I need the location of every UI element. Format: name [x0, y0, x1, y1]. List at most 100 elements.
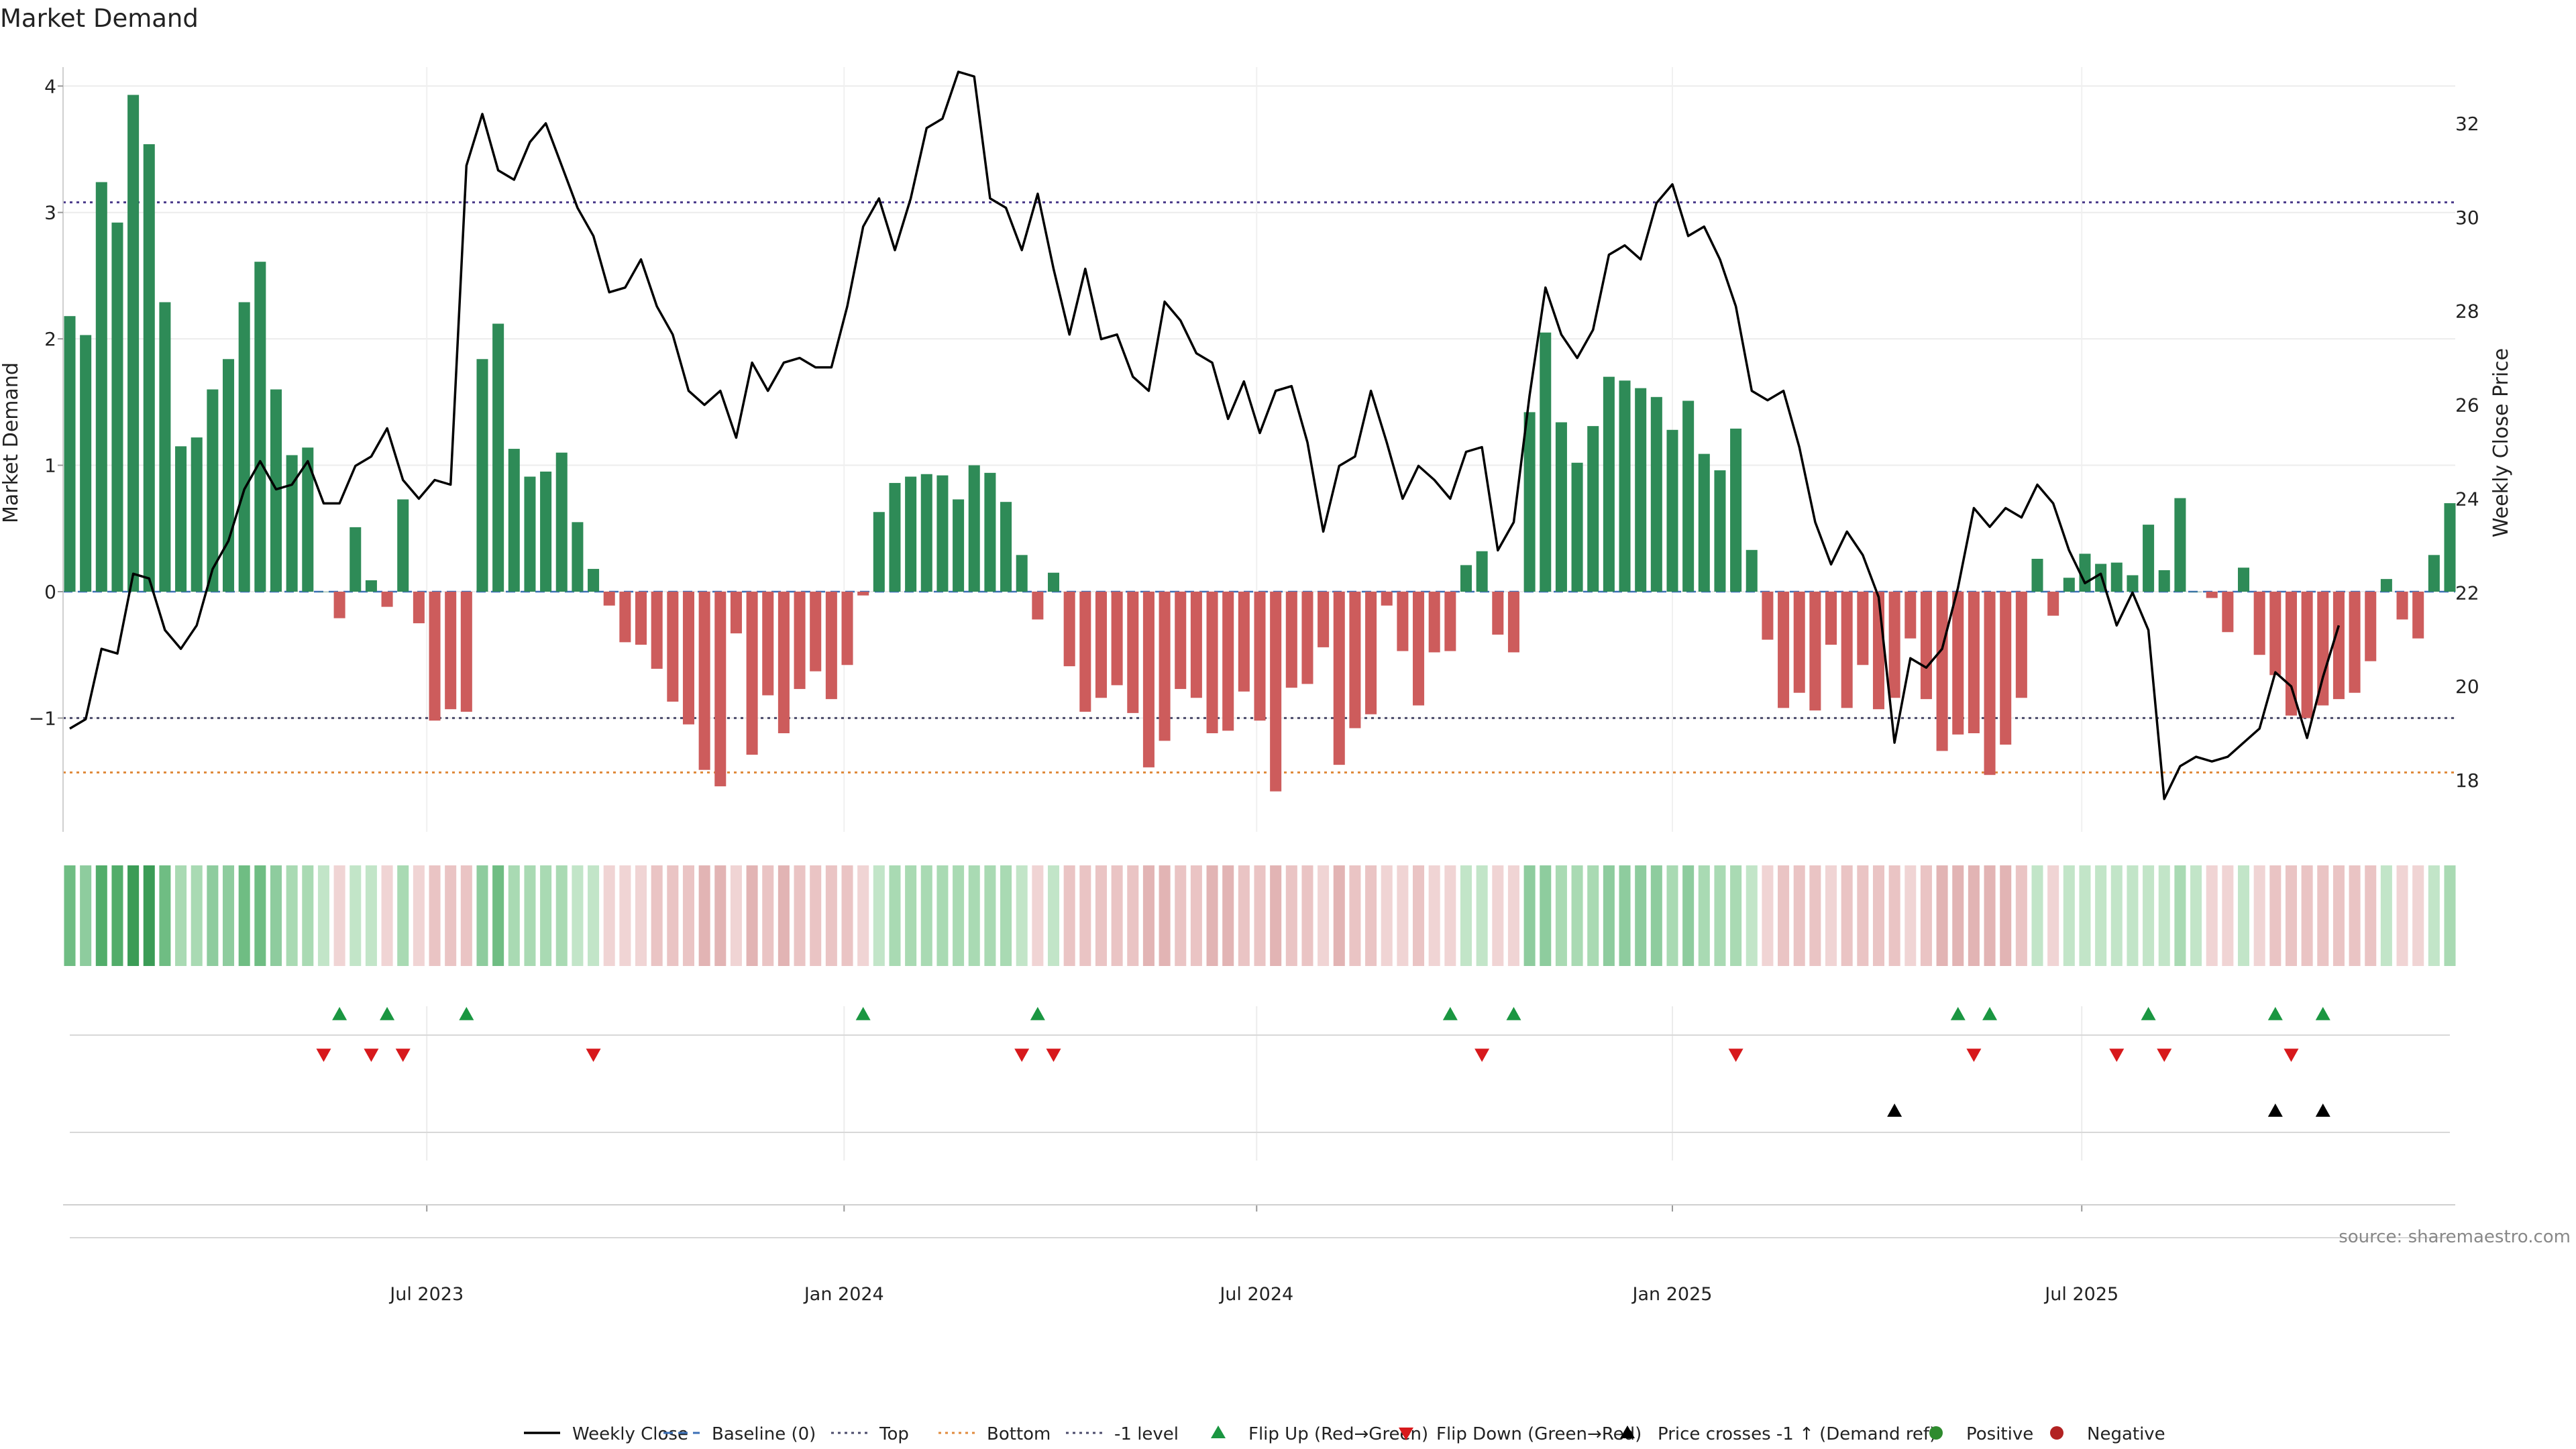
heat-cell — [2063, 865, 2075, 966]
legend-label: Flip Up (Red→Green) — [1248, 1424, 1428, 1444]
heat-cell — [1159, 865, 1171, 966]
heat-cell — [2365, 865, 2377, 966]
demand-bar-positive — [2158, 570, 2170, 592]
legend-swatch — [1929, 1426, 1943, 1440]
demand-bar-positive — [1476, 551, 1488, 592]
demand-bars — [64, 95, 2456, 792]
demand-bar-negative — [460, 591, 472, 712]
left-tick-label: 2 — [44, 328, 56, 350]
heat-cell — [1175, 865, 1187, 966]
demand-bar-positive — [175, 446, 187, 592]
heat-cell — [2095, 865, 2107, 966]
heat-cell — [127, 865, 140, 966]
demand-bar-negative — [714, 591, 727, 787]
demand-bar-negative — [1825, 591, 1837, 645]
demand-bar-negative — [2301, 591, 2313, 718]
demand-bar-positive — [254, 262, 266, 592]
flip-up-marker — [1982, 1007, 1998, 1020]
flip-up-marker — [855, 1007, 871, 1020]
left-axis-ticks: −1 0 1 2 3 4 — [29, 75, 63, 729]
demand-bar-positive — [555, 452, 568, 592]
demand-bar-positive — [2428, 555, 2440, 592]
demand-bar-negative — [603, 591, 615, 606]
heat-cell — [698, 865, 710, 966]
demand-bar-positive — [159, 302, 171, 592]
demand-bar-negative — [1270, 591, 1282, 792]
legend-label: Baseline (0) — [712, 1424, 816, 1444]
heat-cell — [1603, 865, 1615, 966]
heat-cell — [2047, 865, 2059, 966]
price-cross-marker — [2267, 1104, 2283, 1117]
legend-swatch — [2050, 1426, 2063, 1440]
demand-bar-positive — [286, 455, 298, 592]
heat-cell — [1762, 865, 1774, 966]
demand-bar-negative — [1095, 591, 1107, 698]
heat-cell — [95, 865, 107, 966]
heat-cell — [2412, 865, 2424, 966]
right-tick-label: 28 — [2455, 301, 2479, 323]
heat-cell — [889, 865, 901, 966]
demand-bar-negative — [730, 591, 742, 634]
heat-cell — [1746, 865, 1758, 966]
demand-bar-positive — [1619, 380, 1631, 592]
demand-bar-negative — [2412, 591, 2424, 639]
demand-bar-positive — [1650, 396, 1662, 592]
demand-bar-positive — [80, 335, 92, 592]
left-tick-label: 3 — [44, 202, 56, 224]
heat-cell — [936, 865, 949, 966]
demand-bar-positive — [873, 512, 885, 592]
demand-bar-positive — [2237, 568, 2250, 592]
heat-cell — [873, 865, 885, 966]
heat-cell — [1523, 865, 1536, 966]
demand-bar-positive — [365, 580, 377, 592]
flip-down-marker — [2157, 1049, 2172, 1062]
demand-bar-positive — [1730, 428, 1742, 592]
x-tick-label: Jul 2024 — [1218, 1284, 1293, 1305]
demand-bar-negative — [857, 591, 869, 596]
demand-bar-positive — [492, 323, 504, 592]
demand-bar-positive — [1587, 426, 1599, 592]
heat-cell — [1000, 865, 1012, 966]
heat-cell — [1984, 865, 1996, 966]
source-note: source: sharemaestro.com — [2339, 1227, 2571, 1247]
heat-cell — [2396, 865, 2408, 966]
demand-bar-negative — [1079, 591, 1091, 712]
flip-up-marker — [2141, 1007, 2156, 1020]
demand-bar-positive — [1000, 502, 1012, 592]
demand-bar-positive — [476, 359, 488, 592]
events-panel — [70, 1006, 2450, 1238]
heat-cell — [350, 865, 362, 966]
heat-cell — [270, 865, 282, 966]
legend-item: Price crosses -1 ↑ (Demand ref) — [1620, 1424, 1936, 1444]
heat-cell — [1397, 865, 1409, 966]
demand-bar-negative — [2222, 591, 2234, 633]
demand-bar-negative — [1381, 591, 1393, 606]
flip-up-marker — [1950, 1007, 1966, 1020]
heat-cell — [460, 865, 472, 966]
demand-bar-negative — [1254, 591, 1266, 721]
flip-down-marker — [1728, 1049, 1743, 1062]
demand-bar-negative — [1238, 591, 1250, 692]
demand-bar-negative — [777, 591, 790, 734]
heat-cell — [572, 865, 584, 966]
heat-cell — [381, 865, 393, 966]
demand-bar-negative — [1413, 591, 1425, 706]
heat-cell — [1809, 865, 1821, 966]
demand-bar-positive — [1635, 388, 1647, 592]
heat-cell — [254, 865, 266, 966]
heat-cell — [730, 865, 742, 966]
right-axis-label: Weekly Close Price — [2489, 348, 2513, 537]
x-tick-label: Jul 2025 — [2043, 1284, 2118, 1305]
demand-bar-negative — [2396, 591, 2408, 620]
demand-bar-negative — [1778, 591, 1790, 708]
demand-bar-positive — [1523, 412, 1536, 592]
flip-down-marker — [316, 1049, 331, 1062]
heat-cell — [1571, 865, 1583, 966]
heat-cell — [1095, 865, 1107, 966]
demand-bar-positive — [1666, 429, 1678, 592]
heat-cell — [1619, 865, 1631, 966]
heat-cell — [1381, 865, 1393, 966]
heat-cell — [1650, 865, 1662, 966]
legend-item: Top — [831, 1424, 909, 1444]
